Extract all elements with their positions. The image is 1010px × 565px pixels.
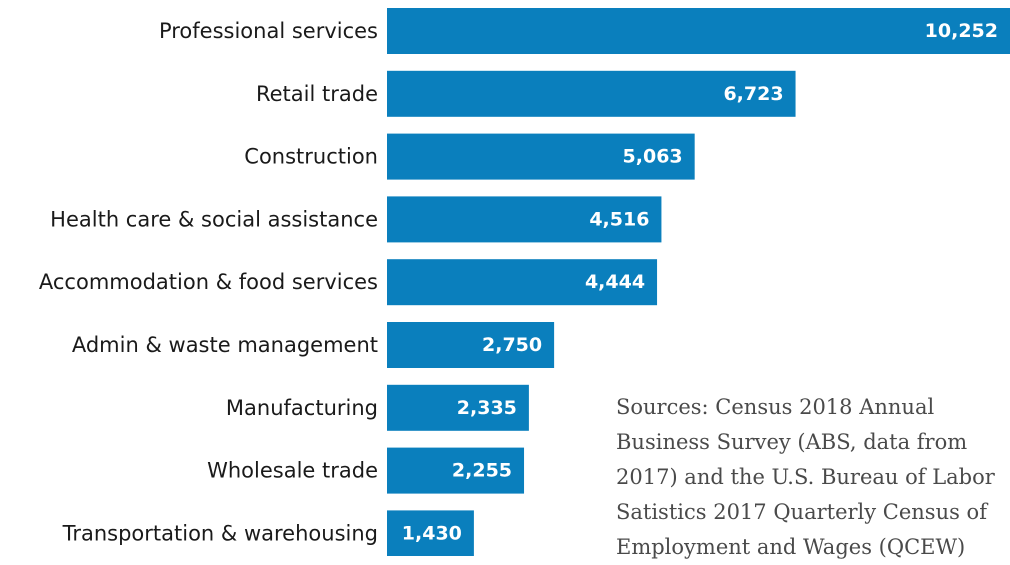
value-label: 10,252 (925, 20, 998, 42)
value-label: 1,430 (402, 522, 462, 544)
value-label: 2,255 (452, 460, 512, 482)
category-label: Retail trade (256, 82, 378, 106)
category-label: Transportation & warehousing (62, 521, 378, 545)
bar (387, 384, 529, 431)
bar (387, 259, 658, 306)
value-label: 6,723 (723, 83, 783, 105)
value-label: 5,063 (623, 146, 683, 168)
category-label: Wholesale trade (207, 459, 378, 483)
category-label: Health care & social assistance (50, 207, 378, 231)
bar (387, 322, 555, 368)
category-label: Manufacturing (226, 396, 378, 420)
bar (387, 133, 695, 180)
value-label: 4,516 (589, 208, 649, 230)
bar (387, 8, 1010, 54)
category-label: Admin & waste management (72, 333, 378, 357)
category-label: Professional services (159, 19, 378, 43)
value-label: 2,335 (457, 397, 517, 419)
bar (387, 196, 662, 243)
bar (387, 510, 474, 556)
value-label: 2,750 (482, 334, 542, 356)
value-label: 4,444 (585, 271, 645, 293)
category-label: Accommodation & food services (39, 270, 378, 294)
source-note: Sources: Census 2018 Annual Business Sur… (616, 395, 995, 559)
category-label: Construction (244, 145, 378, 169)
bar (387, 70, 796, 117)
bar (387, 447, 525, 494)
